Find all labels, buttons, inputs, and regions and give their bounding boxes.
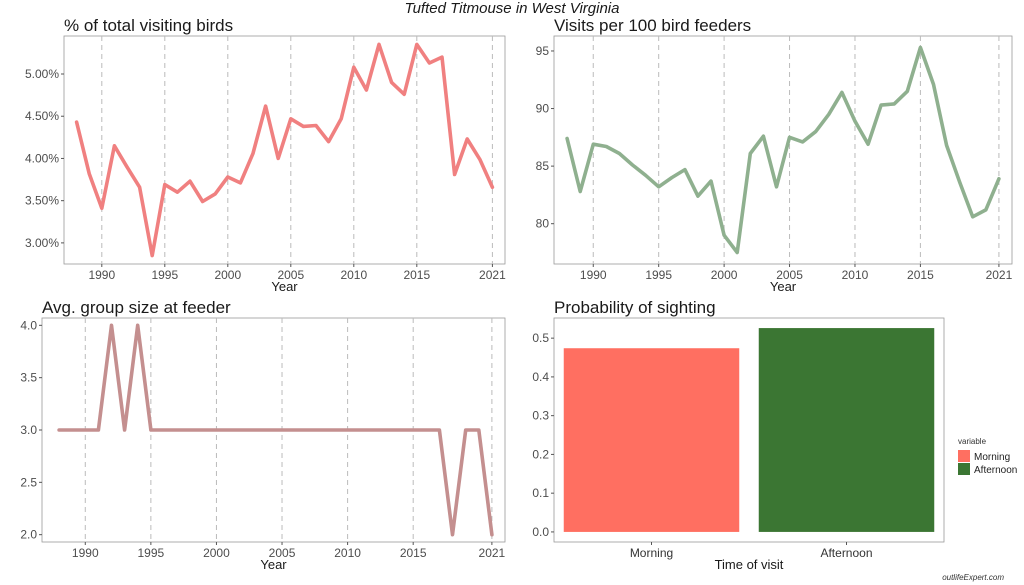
y-tick-label: 0.5 — [532, 331, 549, 345]
x-tick-label: 2000 — [711, 268, 738, 282]
x-tick-label: Morning — [630, 546, 673, 560]
x-tick-label: 2000 — [214, 268, 241, 282]
y-tick-label: 3.5 — [20, 371, 37, 385]
y-tick-label: 3.00% — [25, 236, 59, 250]
y-tick-label: 85 — [536, 159, 550, 173]
y-tick-label: 80 — [536, 217, 550, 231]
chart-title: Avg. group size at feeder — [42, 298, 231, 317]
figure-title: Tufted Titmouse in West Virginia — [404, 0, 620, 17]
x-tick-label: 1990 — [580, 268, 607, 282]
bar-afternoon — [758, 328, 935, 532]
bar-morning — [563, 348, 740, 532]
chart-title: Probability of sighting — [554, 298, 716, 317]
x-tick-label: 2015 — [400, 546, 427, 560]
y-tick-label: 4.00% — [25, 151, 59, 165]
legend-label-afternoon: Afternoon — [974, 465, 1017, 476]
legend-swatch-morning — [958, 450, 970, 462]
x-tick-label: 2021 — [479, 268, 506, 282]
y-tick-label: 0.4 — [532, 370, 549, 384]
chart-pct-visiting: % of total visiting birds 1990 1995 2000 200… — [25, 16, 506, 294]
x-axis-label: Year — [770, 279, 797, 294]
x-tick-label: 2021 — [479, 546, 506, 560]
series-line — [74, 42, 495, 258]
x-tick-label: 2010 — [842, 268, 869, 282]
watermark: outlifeExpert.com — [942, 573, 1004, 582]
legend-swatch-afternoon — [958, 463, 970, 475]
x-tick-label: 1990 — [88, 268, 115, 282]
x-tick-label: 2005 — [269, 546, 296, 560]
chart-visits-per-feeders: Visits per 100 bird feeders 1990 1995 2000 2… — [536, 16, 1013, 294]
x-tick-label: 2005 — [776, 268, 803, 282]
y-tick-label: 95 — [536, 44, 550, 58]
y-tick-label: 4.0 — [20, 318, 37, 332]
y-tick-label: 4.50% — [25, 109, 59, 123]
y-tick-label: 2.0 — [20, 528, 37, 542]
x-tick-label: 2021 — [986, 268, 1013, 282]
y-tick-label: 90 — [536, 102, 550, 116]
y-tick-label: 0.1 — [532, 486, 549, 500]
y-tick-label: 0.0 — [532, 525, 549, 539]
y-tick-label: 5.00% — [25, 67, 59, 81]
chart-probability-sighting: Probability of sighting 0.0 0.1 0.2 0.3 0.4 0.… — [532, 298, 1017, 572]
x-tick-label: 2000 — [203, 546, 230, 560]
x-axis-label: Time of visit — [715, 557, 784, 572]
chart-group-size: Avg. group size at feeder 1990 1995 2000 200… — [20, 298, 506, 572]
x-tick-label: 1990 — [72, 546, 99, 560]
y-tick-label: 3.50% — [25, 194, 59, 208]
x-tick-label: 1995 — [138, 546, 165, 560]
x-tick-label: Afternoon — [820, 546, 872, 560]
chart-title: Visits per 100 bird feeders — [554, 16, 751, 35]
series-line — [565, 45, 1001, 255]
x-tick-label: 2010 — [334, 546, 361, 560]
plot-area — [553, 35, 1013, 265]
x-tick-label: 1995 — [151, 268, 178, 282]
x-tick-label: 2015 — [907, 268, 934, 282]
x-tick-label: 2015 — [403, 268, 430, 282]
x-axis-label: Year — [271, 279, 298, 294]
legend-title: variable — [958, 437, 987, 446]
plot-area — [63, 35, 506, 265]
y-tick-label: 0.2 — [532, 447, 549, 461]
y-tick-label: 3.0 — [20, 423, 37, 437]
legend-label-morning: Morning — [974, 452, 1010, 463]
x-axis-label: Year — [260, 557, 287, 572]
y-tick-label: 2.5 — [20, 475, 37, 489]
x-tick-label: 2005 — [277, 268, 304, 282]
x-tick-label: 1995 — [645, 268, 672, 282]
series-line — [57, 323, 494, 537]
y-tick-label: 0.3 — [532, 409, 549, 423]
chart-title: % of total visiting birds — [64, 16, 233, 35]
x-tick-label: 2010 — [340, 268, 367, 282]
